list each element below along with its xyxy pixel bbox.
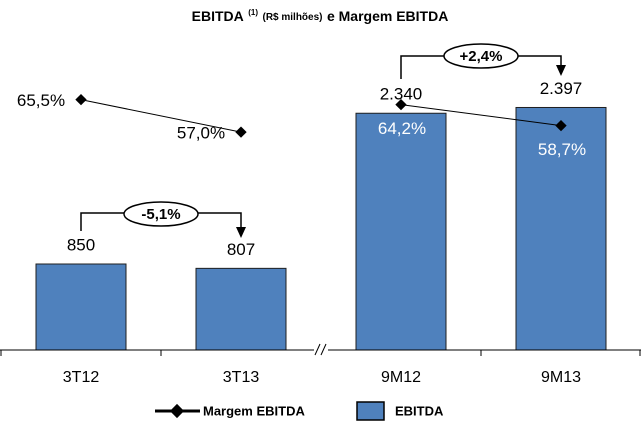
axis-break [314,343,328,356]
value-label: 850 [67,235,95,254]
title-part: (R$ milhões) [262,12,322,23]
bar [35,263,127,351]
x-tick-label: 3T12 [63,369,100,386]
value-label: 2.397 [540,79,583,98]
annotation-bubble [443,43,519,69]
x-tick-label: 9M13 [541,369,581,386]
plot: 3T12 3T13 9M12 9M13 850 807 2.340 2.397 65,5% 57,… [17,79,607,386]
line-marker [235,126,247,138]
line-segment [400,104,562,127]
value-label: 2.340 [380,85,423,104]
annotation-bubble [123,201,199,227]
line-marker [75,93,87,106]
axis-ticks [0,350,641,356]
value-label: 65,5% [17,91,65,110]
x-tick-label: 9M12 [381,369,421,386]
legend: Margem EBITDA EBITDA [155,401,444,421]
value-label: 807 [227,240,255,259]
annotation: +2,4% [460,48,503,65]
chart-title: EBITDA (1) (R$ milhões) e Margem EBITDA [192,4,449,25]
annotation-arrows [236,65,566,238]
title-part: e Margem EBITDA [327,8,448,24]
x-tick-label: 3T13 [223,369,260,386]
bar [355,112,447,351]
title-part: EBITDA [192,8,244,24]
legend-label: Margem EBITDA [203,403,305,418]
legend-label: EBITDA [395,403,444,418]
value-label: 57,0% [177,124,225,143]
line-segment [80,99,242,133]
bar [195,267,287,351]
annotation: -5,1% [141,206,180,223]
value-label: 64,2% [378,119,426,138]
title-part: (1) [248,8,258,17]
legend-marker [169,403,185,419]
bar [515,106,607,351]
legend-swatch [356,401,385,421]
value-label: 58,7% [538,140,586,159]
